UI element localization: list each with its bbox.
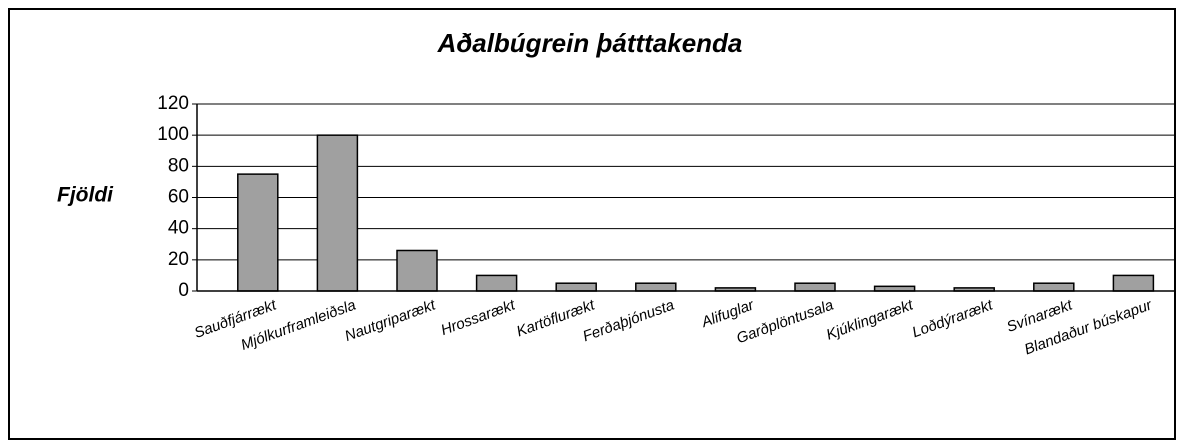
bar (475, 274, 518, 292)
y-tick-label: 40 (168, 218, 189, 239)
bar (794, 282, 836, 292)
bar (396, 249, 438, 292)
bar (635, 282, 677, 292)
y-tick-label: 60 (168, 187, 189, 208)
y-tick-label: 0 (178, 280, 189, 301)
x-tick-label: Hrossarækt (439, 296, 518, 339)
y-tick-label: 80 (168, 155, 189, 176)
y-tick-label: 100 (157, 124, 189, 145)
frame (8, 8, 1176, 440)
y-tick-label: 120 (157, 93, 189, 114)
y-tick-label: 20 (168, 249, 189, 270)
y-axis-label: Fjöldi (57, 184, 114, 207)
bar (1112, 274, 1155, 292)
bar (1033, 282, 1075, 292)
x-tick-label: Loðdýrarækt (910, 296, 996, 341)
bar (316, 134, 359, 292)
bar (237, 173, 279, 292)
bar (555, 282, 597, 292)
chart-title: Aðalbúgrein þátttakenda (437, 28, 743, 58)
x-tick-label: Ferðaþjónusta (581, 297, 677, 346)
x-tick-label: Kjúklingarækt (824, 296, 916, 343)
x-tick-label: Nautgriparækt (343, 296, 439, 345)
